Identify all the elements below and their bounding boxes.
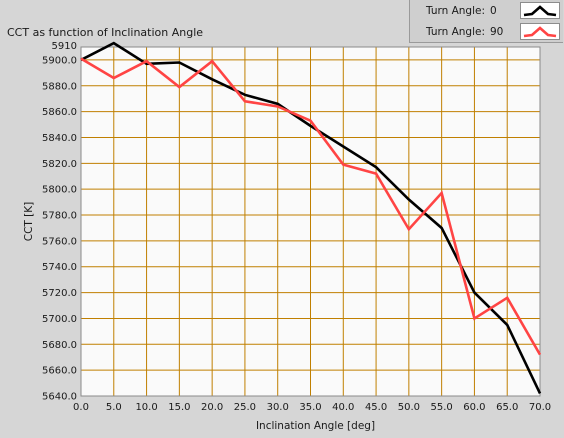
y-tick-label: 5700.0 — [42, 314, 77, 325]
legend-value: 0 — [490, 5, 497, 17]
x-tick-label: 65.0 — [496, 402, 518, 413]
series-line-1 — [80, 57, 542, 356]
x-tick-label: 5.0 — [106, 402, 122, 413]
grid-lines — [80, 47, 541, 397]
y-tick-label: 5860.0 — [42, 107, 77, 118]
y-tick-label: 5880.0 — [42, 81, 77, 92]
legend-label: Turn Angle: — [426, 26, 486, 38]
y-tick-label: 5640.0 — [42, 392, 77, 403]
legend-entry-0[interactable]: Turn Angle: 0 — [410, 1, 563, 21]
x-tick-label: 10.0 — [135, 402, 157, 413]
y-tick-label: 5740.0 — [42, 262, 77, 273]
y-tick-label: 5800.0 — [42, 185, 77, 196]
x-tick-label: 25.0 — [234, 402, 256, 413]
legend-entry-1[interactable]: Turn Angle: 90 — [410, 22, 563, 42]
x-tick-label: 30.0 — [267, 402, 289, 413]
x-tick-label: 0.0 — [73, 402, 89, 413]
legend-value: 90 — [490, 26, 504, 38]
y-tick-label: 5760.0 — [42, 236, 77, 247]
plot-frame — [80, 46, 541, 397]
y-tick-label: 5780.0 — [42, 211, 77, 222]
y-tick-label: 5680.0 — [42, 340, 77, 351]
x-tick-label: 20.0 — [201, 402, 223, 413]
x-axis-label: Inclination Angle [deg] — [256, 420, 375, 432]
legend-swatch-red-line-icon[interactable] — [520, 23, 560, 40]
plot-legend[interactable]: Turn Angle: 0 Turn Angle: 90 — [409, 0, 563, 43]
x-tick-label: 40.0 — [332, 402, 354, 413]
series-layer — [80, 41, 542, 394]
x-tick-label: 70.0 — [529, 402, 551, 413]
x-tick-label: 45.0 — [365, 402, 387, 413]
y-tick-label: 5660.0 — [42, 366, 77, 377]
y-tick-label: 5900.0 — [42, 55, 77, 66]
x-tick-label: 35.0 — [299, 402, 321, 413]
x-axis-ticks: 0.0 5.0 10.0 15.0 20.0 25.0 30.0 35.0 40.0 45.0 50… — [73, 402, 551, 413]
y-tick-label-top: 5910 — [52, 41, 77, 52]
y-tick-label: 5720.0 — [42, 288, 77, 299]
y-axis-ticks: 5640.0 5660.0 5680.0 5700.0 5720.0 5740.0 5760… — [42, 41, 77, 403]
x-tick-label: 50.0 — [398, 402, 420, 413]
chart-title: CCT as function of Inclination Angle — [7, 26, 204, 39]
legend-label: Turn Angle: — [426, 5, 486, 17]
x-tick-label: 55.0 — [431, 402, 453, 413]
y-tick-label: 5820.0 — [42, 159, 77, 170]
legend-swatch-black-line-icon[interactable] — [520, 2, 560, 19]
y-tick-label: 5840.0 — [42, 133, 77, 144]
x-tick-label: 60.0 — [463, 402, 485, 413]
x-tick-label: 15.0 — [168, 402, 190, 413]
y-axis-label: CCT [K] — [23, 202, 35, 242]
